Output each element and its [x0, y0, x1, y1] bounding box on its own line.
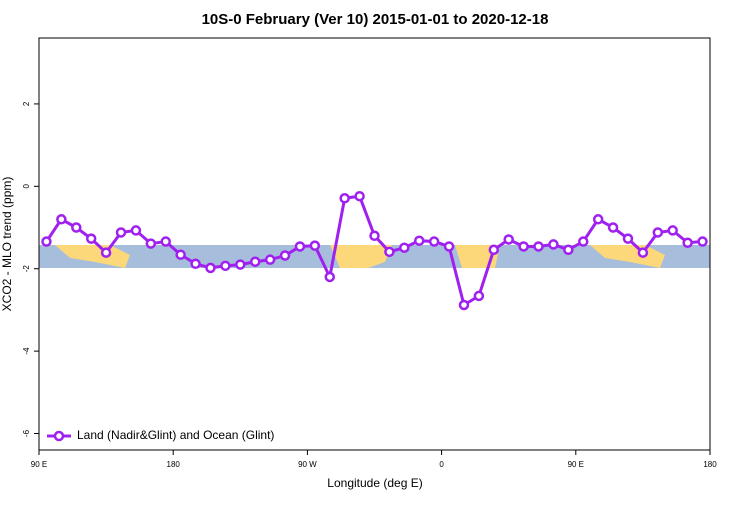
data-point	[130, 225, 142, 236]
data-point	[160, 236, 171, 247]
data-point	[518, 241, 529, 252]
data-point	[85, 233, 97, 244]
data-point	[100, 247, 112, 258]
data-point	[249, 256, 261, 267]
data-point	[548, 239, 559, 250]
data-point	[175, 249, 186, 260]
data-point	[115, 227, 127, 238]
data-point	[41, 236, 52, 247]
data-point	[488, 244, 500, 256]
data-point	[384, 246, 395, 258]
data-point	[428, 236, 440, 247]
data-point	[279, 250, 291, 261]
data-point	[443, 241, 455, 252]
data-point	[56, 214, 67, 225]
y-tick-label: 0	[22, 184, 31, 189]
chart-title: 10S-0 February (Ver 10) 2015-01-01 to 20…	[202, 11, 549, 28]
data-point	[563, 244, 574, 256]
x-tick-label: 90 E	[568, 460, 584, 469]
data-point	[354, 190, 365, 202]
data-point	[264, 254, 276, 265]
data-point	[637, 247, 649, 258]
data-point	[473, 290, 485, 302]
y-tick-label: -2	[22, 265, 31, 273]
plot-frame	[38, 37, 711, 451]
y-tick-label: 2	[22, 101, 31, 106]
x-tick-label: 90 E	[31, 460, 47, 469]
y-axis-label: XCO2 - MLO trend (ppm)	[0, 177, 14, 312]
data-point	[369, 230, 380, 242]
data-point	[667, 225, 678, 236]
data-point	[533, 241, 544, 252]
data-point	[413, 235, 425, 246]
legend-label: Land (Nadir&Glint) and Ocean (Glint)	[77, 428, 274, 442]
data-point	[309, 240, 321, 251]
data-point	[205, 262, 216, 274]
data-point	[220, 260, 231, 272]
land-patch	[55, 245, 130, 268]
data-point	[458, 299, 470, 311]
data-point	[578, 236, 589, 247]
data-point	[652, 227, 664, 238]
y-tick-label: -4	[22, 347, 31, 355]
data-point	[294, 241, 306, 252]
data-point	[607, 222, 619, 233]
x-tick-label: 180	[703, 460, 717, 469]
data-point	[190, 258, 201, 270]
data-point	[503, 234, 514, 245]
data-point	[622, 233, 634, 244]
map-band	[39, 245, 710, 268]
data-point	[697, 236, 708, 247]
x-tick-label: 0	[439, 460, 444, 469]
data-point	[71, 222, 82, 233]
data-point	[145, 238, 157, 249]
data-point	[235, 259, 246, 270]
legend-marker	[53, 430, 65, 442]
data-point	[682, 237, 693, 249]
y-tick-label: -6	[22, 429, 31, 437]
data-point	[324, 271, 336, 283]
data-point	[339, 193, 350, 204]
data-point	[592, 214, 604, 225]
data-point	[399, 242, 410, 253]
x-axis-label: Longitude (deg E)	[327, 476, 422, 490]
x-tick-label: 180	[167, 460, 181, 469]
land-patch	[330, 245, 392, 268]
x-tick-label: 90 W	[298, 460, 317, 469]
